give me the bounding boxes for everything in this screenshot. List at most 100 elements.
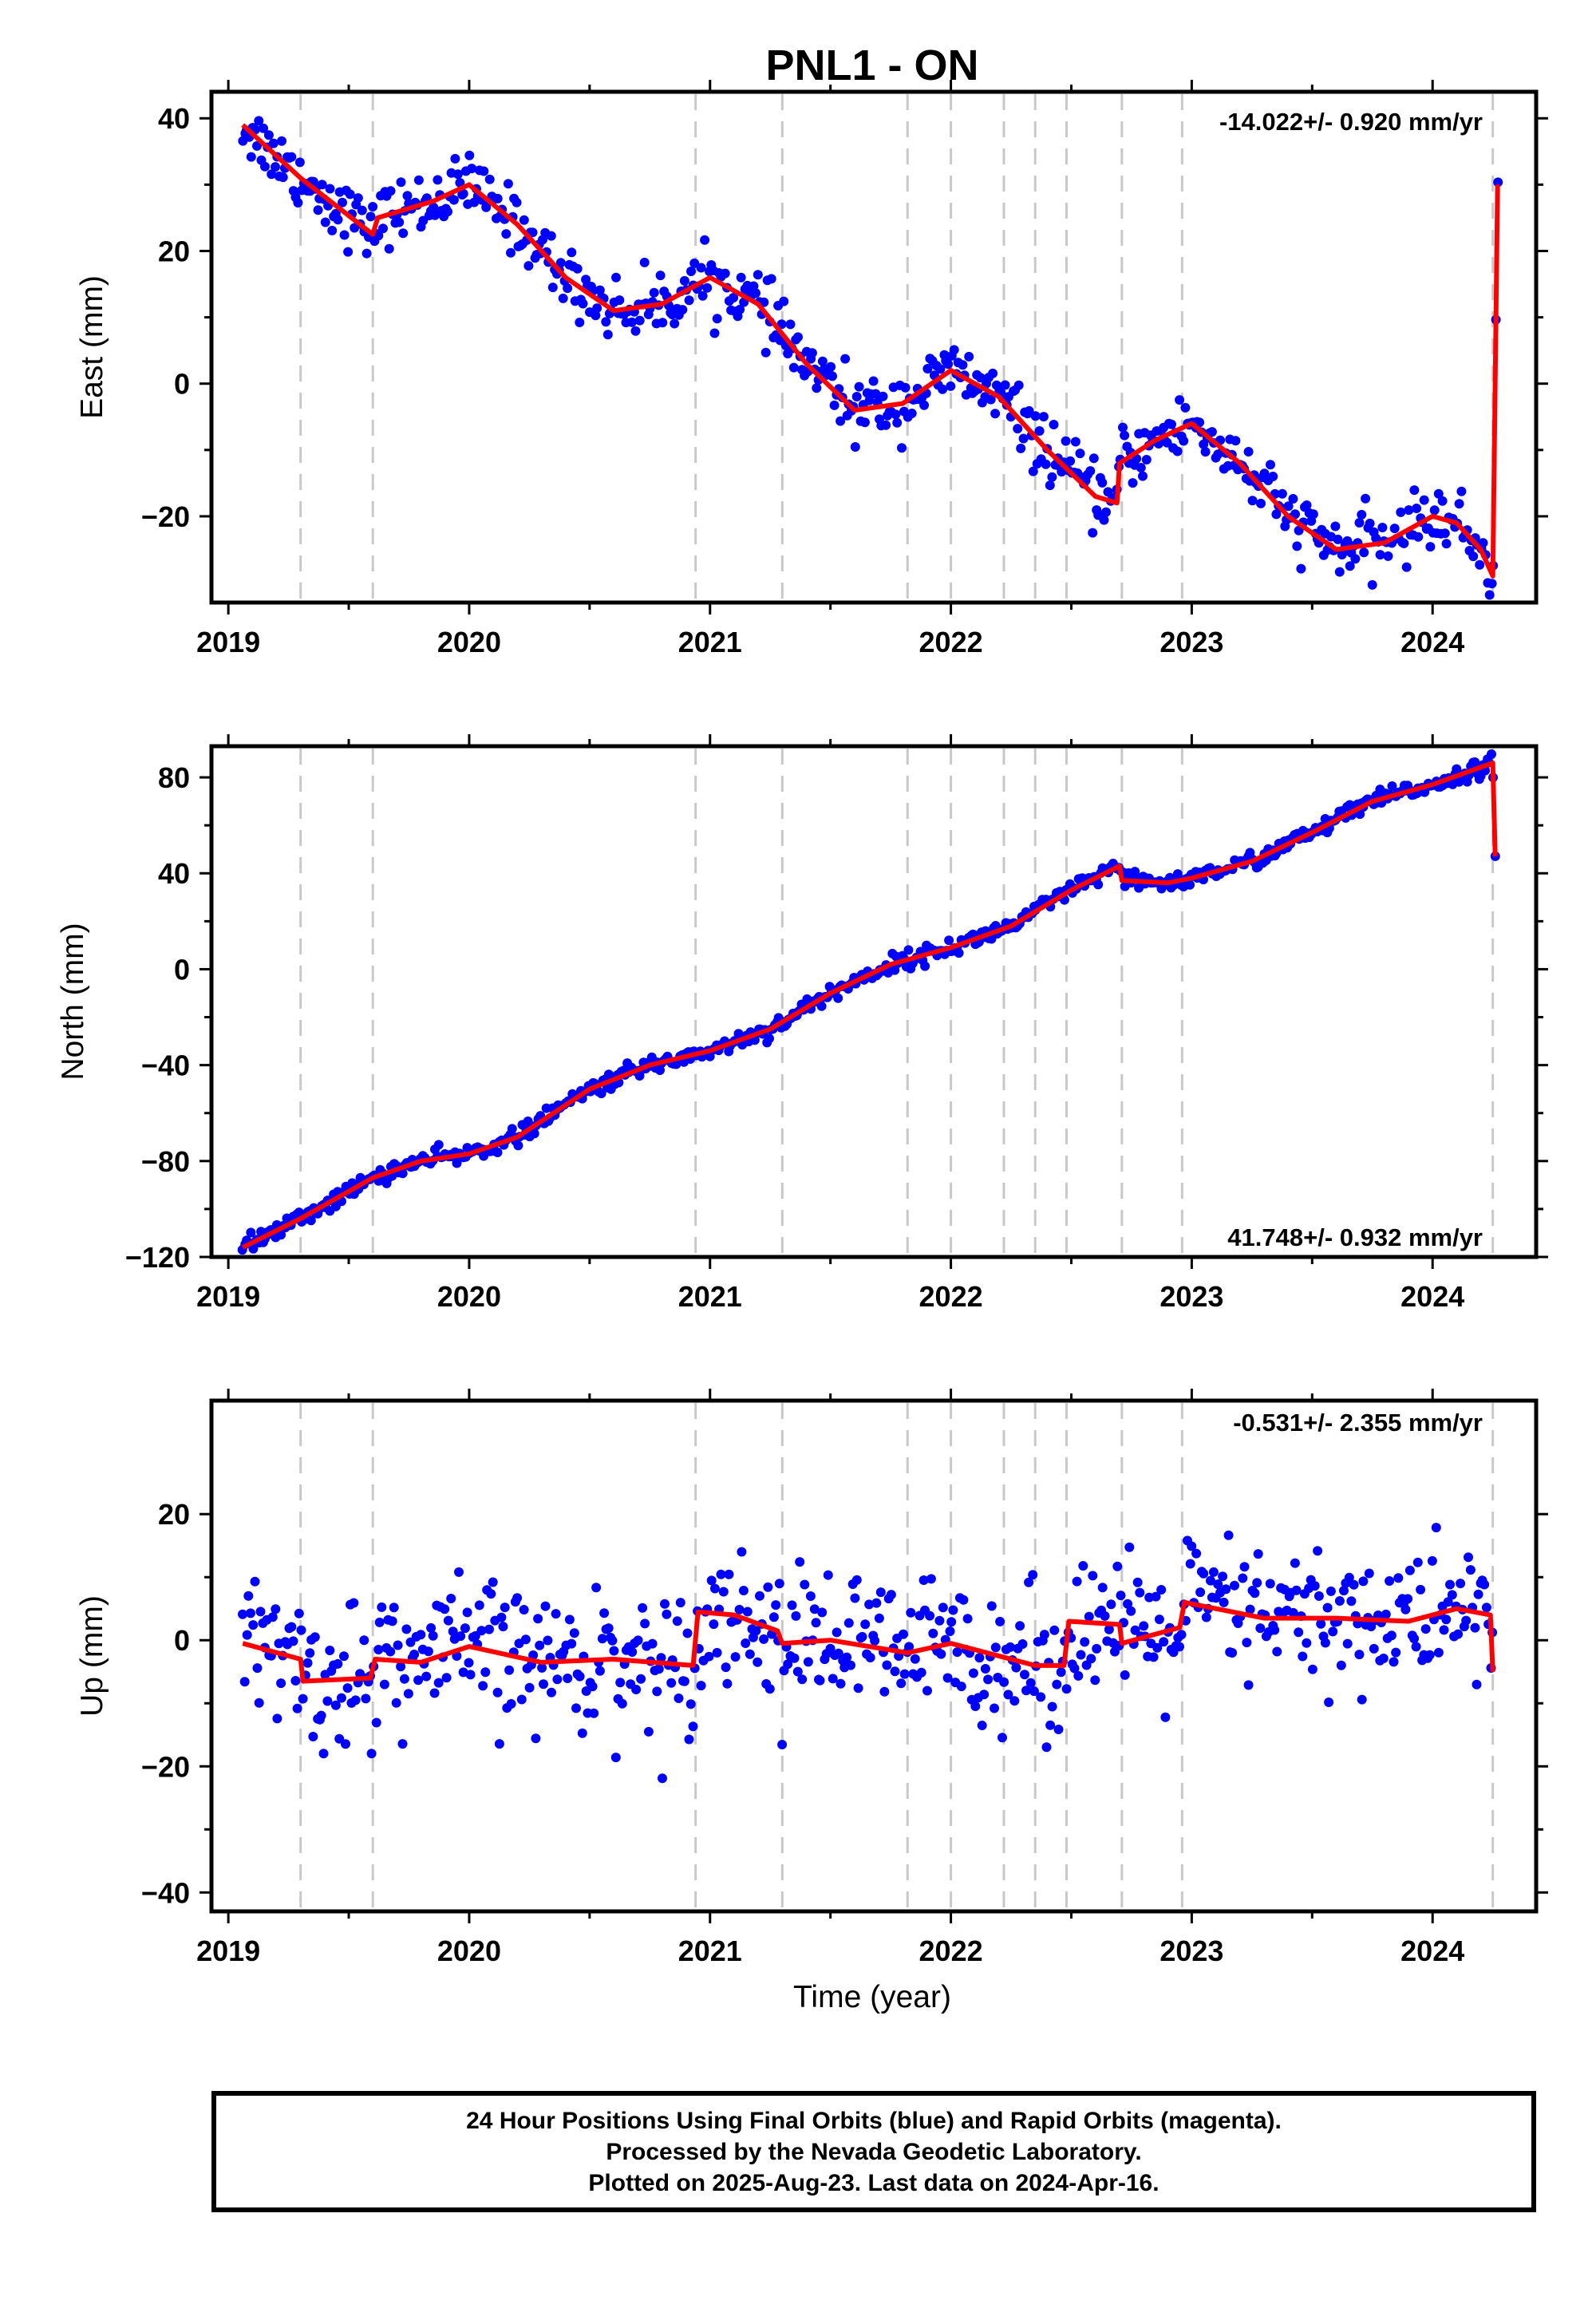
east-data-point: [1047, 472, 1057, 482]
east-data-point: [1478, 538, 1488, 548]
east-data-point: [429, 202, 439, 212]
east-data-point: [293, 198, 303, 207]
east-data-point: [1266, 460, 1275, 470]
up-data-point: [1316, 1618, 1326, 1629]
up-data-point: [589, 1708, 599, 1718]
up-data-point: [464, 1658, 474, 1668]
up-data-point: [850, 1593, 860, 1603]
east-data-point: [1413, 532, 1424, 542]
up-data-point: [1049, 1625, 1060, 1635]
up-x-tick-label: 2019: [196, 1935, 260, 1967]
east-data-point: [1399, 538, 1409, 548]
east-data-point: [325, 184, 335, 194]
east-data-point: [1277, 488, 1287, 499]
up-data-point: [433, 1678, 444, 1688]
up-data-point: [986, 1601, 997, 1611]
east-data-point: [512, 197, 522, 207]
east-data-point: [729, 293, 739, 302]
up-data-point: [995, 1616, 1005, 1626]
up-data-point: [922, 1686, 932, 1696]
up-data-point: [1073, 1670, 1084, 1681]
up-data-point: [851, 1575, 862, 1585]
up-data-point: [945, 1626, 955, 1636]
east-data-point: [313, 205, 323, 215]
up-data-point: [267, 1612, 278, 1622]
up-data-point: [1328, 1626, 1338, 1637]
up-data-point: [1378, 1654, 1389, 1663]
north-x-tick-label: 2020: [437, 1280, 501, 1313]
east-data-point: [891, 409, 901, 420]
north-y-tick-label: 80: [158, 761, 190, 794]
north-data-point: [833, 993, 843, 1003]
north-data-point: [1387, 781, 1397, 791]
up-data-point: [1412, 1557, 1423, 1567]
up-data-point: [968, 1668, 978, 1678]
up-data-point: [631, 1685, 642, 1694]
east-data-point: [1179, 436, 1189, 446]
up-data-point: [871, 1598, 882, 1608]
up-plot-frame: [209, 1398, 1539, 1914]
up-data-point: [366, 1749, 377, 1759]
up-data-point: [1078, 1561, 1088, 1571]
north-model-path: [241, 761, 1498, 1250]
up-data-point: [1270, 1625, 1280, 1635]
up-data-point: [399, 1674, 409, 1684]
up-data-point: [577, 1728, 587, 1738]
north-data-point: [452, 1158, 462, 1168]
up-data-point: [1272, 1646, 1282, 1657]
up-data-point: [1116, 1591, 1126, 1601]
up-data-point: [1185, 1559, 1195, 1569]
east-data-point: [591, 310, 601, 321]
up-data-point: [1199, 1568, 1209, 1579]
north-axis-ticks: 2019 2020 2021 2022 2023 2024 −120 −80 −40 0 40 80: [125, 734, 1548, 1313]
up-data-point: [1453, 1629, 1464, 1639]
east-data-point: [828, 371, 837, 381]
east-data-point: [1195, 417, 1205, 428]
up-data-point: [1076, 1650, 1086, 1660]
east-data-point: [254, 116, 264, 126]
north-data-point: [433, 1140, 444, 1150]
up-data-point: [448, 1626, 458, 1637]
east-data-point: [1429, 505, 1440, 516]
up-data-point: [1045, 1720, 1056, 1730]
east-data-point: [1049, 420, 1059, 429]
up-data-point: [393, 1640, 403, 1650]
east-x-tick-label: 2020: [437, 626, 501, 658]
up-data-point: [460, 1623, 470, 1634]
east-data-point: [503, 179, 513, 189]
up-y-tick-label: −20: [141, 1750, 190, 1783]
up-data-point: [926, 1574, 936, 1584]
up-data-point: [910, 1654, 920, 1664]
up-data-point: [1039, 1630, 1049, 1640]
up-data-point: [684, 1734, 694, 1745]
east-data-point: [506, 247, 516, 258]
up-model-line: [242, 1599, 1495, 1684]
east-data-point: [639, 257, 650, 267]
up-data-point: [1307, 1664, 1317, 1674]
east-data-point: [1118, 422, 1128, 433]
up-data-point: [391, 1697, 401, 1708]
east-data-point: [492, 193, 503, 204]
east-data-point: [1456, 486, 1467, 496]
up-data-point: [533, 1614, 543, 1624]
east-data-point: [601, 317, 611, 327]
up-data-point: [1298, 1651, 1308, 1662]
up-data-point: [1104, 1624, 1114, 1634]
up-data-point: [1024, 1577, 1034, 1587]
east-data-point: [938, 384, 948, 394]
east-rate-label: -14.022+/- 0.920 mm/yr: [1219, 108, 1483, 136]
up-data-point: [734, 1604, 745, 1614]
up-data-point: [1025, 1678, 1036, 1688]
up-data-point: [543, 1635, 553, 1646]
east-data-point: [1468, 551, 1479, 562]
up-x-tick-label: 2020: [437, 1935, 501, 1967]
up-data-point: [1324, 1697, 1334, 1707]
east-data-point: [1367, 579, 1377, 590]
up-data-point: [1445, 1579, 1455, 1590]
east-data-point: [751, 288, 760, 298]
up-data-point: [243, 1591, 254, 1601]
up-data-point: [409, 1650, 420, 1659]
east-data-point: [555, 258, 566, 268]
up-data-point: [1061, 1684, 1072, 1694]
up-data-point: [832, 1627, 842, 1638]
